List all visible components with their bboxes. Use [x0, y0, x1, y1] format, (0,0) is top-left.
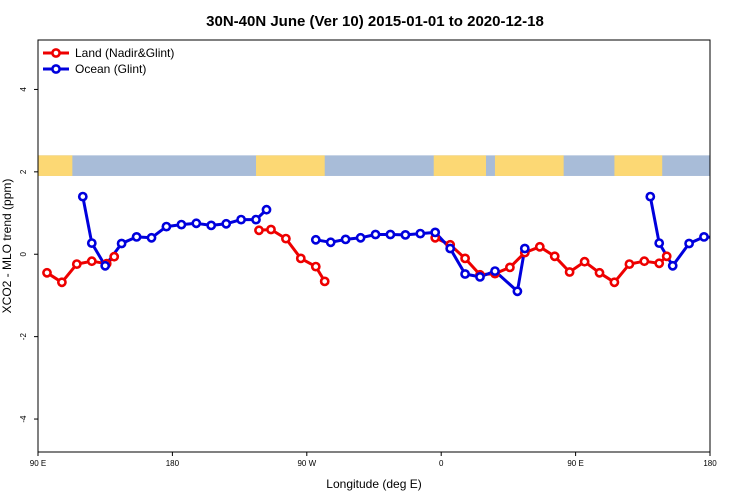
series-0-point — [639, 256, 650, 267]
series-0-point — [109, 251, 120, 262]
series-1-point — [445, 243, 456, 254]
series-0-point — [460, 253, 470, 264]
series-1-point — [645, 191, 656, 202]
legend: Land (Nadir&Glint) Ocean (Glint) — [43, 46, 174, 76]
series-1-point — [86, 238, 97, 248]
series-1-point — [512, 286, 523, 297]
x-tick-label: 90 W — [297, 459, 316, 468]
series-0-point — [594, 267, 605, 278]
series-1-point — [206, 220, 217, 231]
series-1-point — [385, 229, 396, 240]
series-1-point — [667, 260, 678, 271]
series-1-point — [221, 218, 232, 229]
series-0-point — [609, 277, 620, 288]
series-1-point — [699, 231, 709, 242]
series-1-point — [116, 238, 127, 249]
x-tick-label: 180 — [166, 459, 180, 468]
y-axis-label: XCO2 - MLO trend (ppm) — [0, 179, 14, 314]
map-ocean — [38, 155, 710, 176]
series-0-point — [86, 256, 97, 267]
series-0-point — [71, 259, 82, 269]
x-tick-label: 90 E — [30, 459, 46, 468]
series-1-point — [460, 269, 470, 279]
legend-marker — [51, 64, 61, 74]
series-1-point — [355, 232, 366, 243]
x-tick-label: 180 — [703, 459, 717, 468]
y-tick-label: 2 — [19, 169, 28, 174]
x-axis-label: Longitude (deg E) — [326, 477, 421, 491]
x-axis: 90 E 180 90 W 0 90 E 180 — [30, 452, 717, 468]
y-axis: -4 -2 0 2 4 — [19, 87, 38, 423]
series-1-point — [191, 218, 202, 229]
map-land — [256, 155, 325, 176]
series-layer — [42, 191, 710, 297]
series-1-point — [146, 232, 157, 243]
series-0-point — [661, 251, 672, 262]
series-0-point — [624, 259, 635, 269]
y-tick-label: 4 — [19, 87, 28, 92]
series-1-point — [490, 266, 500, 276]
series-0-point — [654, 258, 665, 269]
series-0-point — [280, 233, 291, 244]
series-1-point — [310, 234, 321, 245]
series-0-point — [57, 277, 67, 288]
y-tick-label: -4 — [19, 415, 28, 423]
series-0-point — [579, 256, 590, 267]
series-1-point — [370, 229, 381, 240]
series-1-point — [340, 234, 351, 245]
x-tick-label: 90 E — [567, 459, 583, 468]
series-1-point — [400, 229, 411, 240]
plot-frame — [37, 39, 711, 453]
series-1-point — [236, 214, 246, 225]
world-map-strip — [38, 155, 710, 176]
series-1-point — [415, 228, 426, 239]
series-0-point — [534, 241, 545, 252]
series-0-point — [504, 262, 515, 273]
series-0-point — [295, 253, 306, 264]
series-1-point — [261, 204, 272, 215]
series-0-point — [42, 267, 52, 278]
series-0-point — [310, 261, 321, 272]
series-1-point — [161, 221, 172, 232]
map-land — [433, 155, 486, 176]
series-1-point — [77, 191, 88, 202]
series-0-point — [319, 276, 330, 287]
legend-label: Land (Nadir&Glint) — [75, 46, 174, 60]
series-0-point — [266, 224, 276, 235]
legend-label: Ocean (Glint) — [75, 62, 146, 76]
series-1-point — [251, 214, 261, 225]
chart-title: 30N-40N June (Ver 10) 2015-01-01 to 2020… — [206, 13, 544, 30]
series-1-point — [519, 243, 530, 254]
series-1-point — [176, 219, 187, 230]
map-land — [494, 155, 564, 176]
legend-marker — [51, 48, 61, 58]
x-tick-label: 0 — [439, 459, 444, 468]
series-0-point — [549, 251, 560, 262]
series-1-point — [684, 238, 694, 249]
series-1-point — [131, 231, 142, 242]
series-1-point — [325, 237, 336, 248]
series-0-point — [564, 267, 575, 277]
series-1-point — [100, 260, 111, 271]
y-tick-label: -2 — [19, 333, 28, 341]
map-land — [614, 155, 663, 176]
series-0-point — [254, 225, 264, 236]
series-1-point — [430, 227, 441, 238]
series-1-point — [654, 238, 665, 248]
series-1-point — [475, 271, 485, 282]
y-tick-label: 0 — [19, 251, 28, 256]
map-land — [38, 155, 73, 176]
